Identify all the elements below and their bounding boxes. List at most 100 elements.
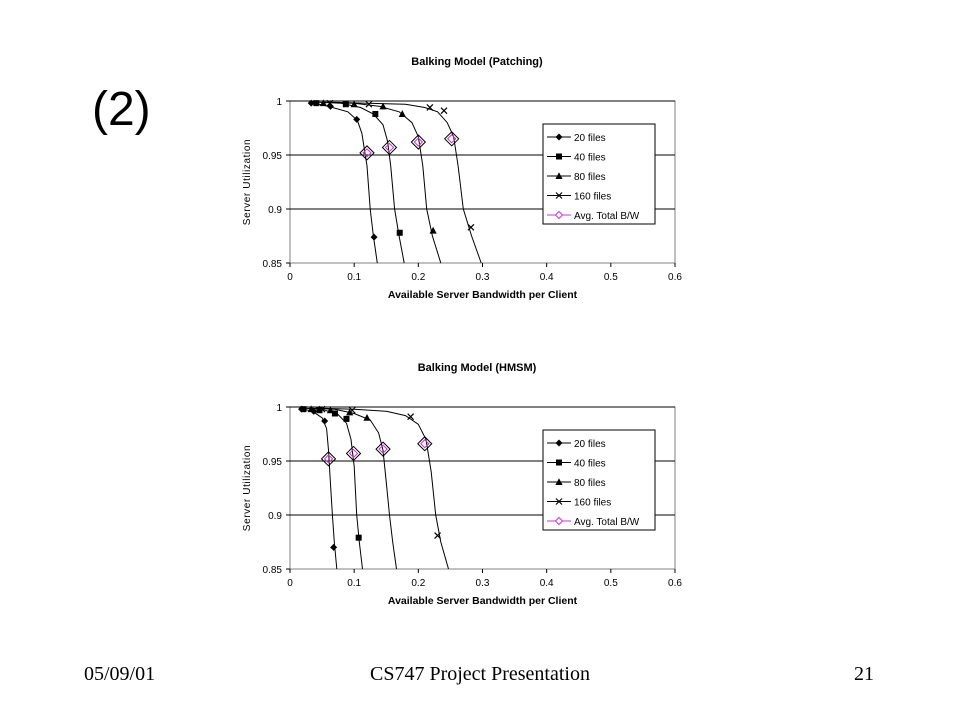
series-line	[302, 407, 363, 570]
x-tick-label: 0.6	[668, 272, 682, 283]
data-point	[365, 100, 373, 108]
data-point	[330, 543, 338, 551]
data-point	[320, 451, 337, 467]
y-tick-label: 0.9	[268, 511, 282, 522]
data-point	[321, 417, 329, 425]
legend	[542, 123, 656, 225]
chart-title: Balking Model (Patching)	[411, 56, 543, 68]
series-3	[326, 99, 482, 264]
y-axis-label: Server Utilization	[242, 139, 253, 225]
data-point	[318, 405, 326, 413]
legend-label: Avg. Total B/W	[574, 211, 640, 222]
data-point	[381, 139, 398, 156]
y-tick-label: 0.95	[263, 151, 283, 162]
chart-patching: Balking Model (Patching) 0.85 0.9 0.95 1 0 0.1…	[242, 56, 682, 301]
data-point	[398, 110, 406, 117]
slide-number-label: (2)	[92, 83, 151, 136]
y-tick-label: 0.9	[268, 205, 282, 216]
data-point	[396, 229, 403, 236]
legend-marker	[556, 153, 562, 160]
y-tick-label: 0.95	[263, 457, 283, 468]
data-point	[375, 441, 391, 457]
data-point	[410, 134, 427, 150]
data-point	[363, 414, 371, 421]
data-point	[326, 406, 335, 414]
data-point	[326, 99, 334, 107]
series-2	[319, 99, 442, 264]
legend-marker	[555, 498, 563, 505]
data-point	[307, 405, 315, 413]
data-point	[307, 99, 315, 107]
series-line	[309, 407, 397, 570]
legend	[542, 429, 656, 531]
series-line	[299, 407, 338, 570]
series-1	[313, 100, 405, 264]
x-tick-label: 0.1	[347, 272, 361, 283]
x-tick-label: 0.2	[411, 272, 425, 283]
legend-label: 40 files	[574, 153, 606, 164]
legend-label: 20 files	[574, 439, 606, 450]
legend-label: 80 files	[574, 478, 606, 489]
legend-label: 160 files	[574, 498, 611, 509]
legend-marker	[555, 133, 563, 141]
y-axis-label: Server Utilization	[242, 445, 253, 531]
data-point	[417, 436, 433, 452]
chart-title: Balking Model (HMSM)	[418, 362, 537, 374]
data-point	[434, 532, 442, 539]
x-tick-label: 0.4	[540, 578, 554, 589]
legend-marker	[554, 516, 564, 526]
data-point	[313, 100, 320, 107]
legend-marker	[555, 192, 563, 199]
data-point	[372, 110, 379, 117]
series-4	[359, 131, 460, 161]
data-point	[426, 104, 434, 111]
legend-marker	[555, 439, 563, 447]
data-point	[316, 407, 323, 414]
x-tick-label: 0	[287, 272, 293, 283]
data-point	[407, 413, 415, 421]
footer-title: CS747 Project Presentation	[370, 663, 590, 685]
x-axis-label: Available Server Bandwidth per Client	[388, 595, 578, 607]
data-point	[348, 406, 356, 414]
data-point	[343, 415, 350, 422]
footer-date: 05/09/01	[84, 663, 156, 685]
legend-label: 160 files	[574, 192, 611, 203]
x-tick-label: 0.5	[604, 272, 618, 283]
x-tick-label: 0.3	[476, 272, 490, 283]
data-point	[331, 410, 338, 417]
x-tick-label: 0.4	[540, 272, 554, 283]
data-point	[379, 102, 387, 110]
x-tick-label: 0.6	[668, 578, 682, 589]
x-axis-label: Available Server Bandwidth per Client	[388, 289, 578, 301]
data-point	[440, 107, 448, 115]
legend-marker	[555, 478, 563, 485]
legend-label: 80 files	[574, 172, 606, 183]
legend-marker	[554, 210, 564, 220]
series-3	[315, 405, 449, 570]
data-point	[370, 233, 378, 241]
data-point	[350, 100, 358, 108]
series-line	[328, 101, 482, 264]
data-point	[355, 534, 362, 541]
data-point	[353, 115, 361, 123]
data-point	[359, 145, 375, 161]
data-point	[429, 226, 437, 234]
data-point	[342, 101, 349, 108]
x-tick-label: 0.5	[604, 578, 618, 589]
data-point	[300, 406, 307, 413]
x-tick-label: 0.3	[476, 578, 490, 589]
legend-marker	[556, 459, 562, 466]
y-tick-label: 1	[276, 97, 282, 108]
x-tick-label: 0.1	[347, 578, 361, 589]
data-point	[467, 223, 475, 231]
y-tick-label: 1	[276, 403, 282, 414]
y-tick-label: 0.85	[263, 259, 283, 270]
series-line	[315, 101, 405, 264]
series-line	[322, 101, 442, 264]
data-point	[443, 131, 460, 147]
series-line	[309, 101, 378, 264]
series-line	[315, 407, 449, 570]
series-4	[320, 436, 433, 467]
series-1	[300, 406, 363, 570]
x-tick-label: 0	[287, 578, 293, 589]
